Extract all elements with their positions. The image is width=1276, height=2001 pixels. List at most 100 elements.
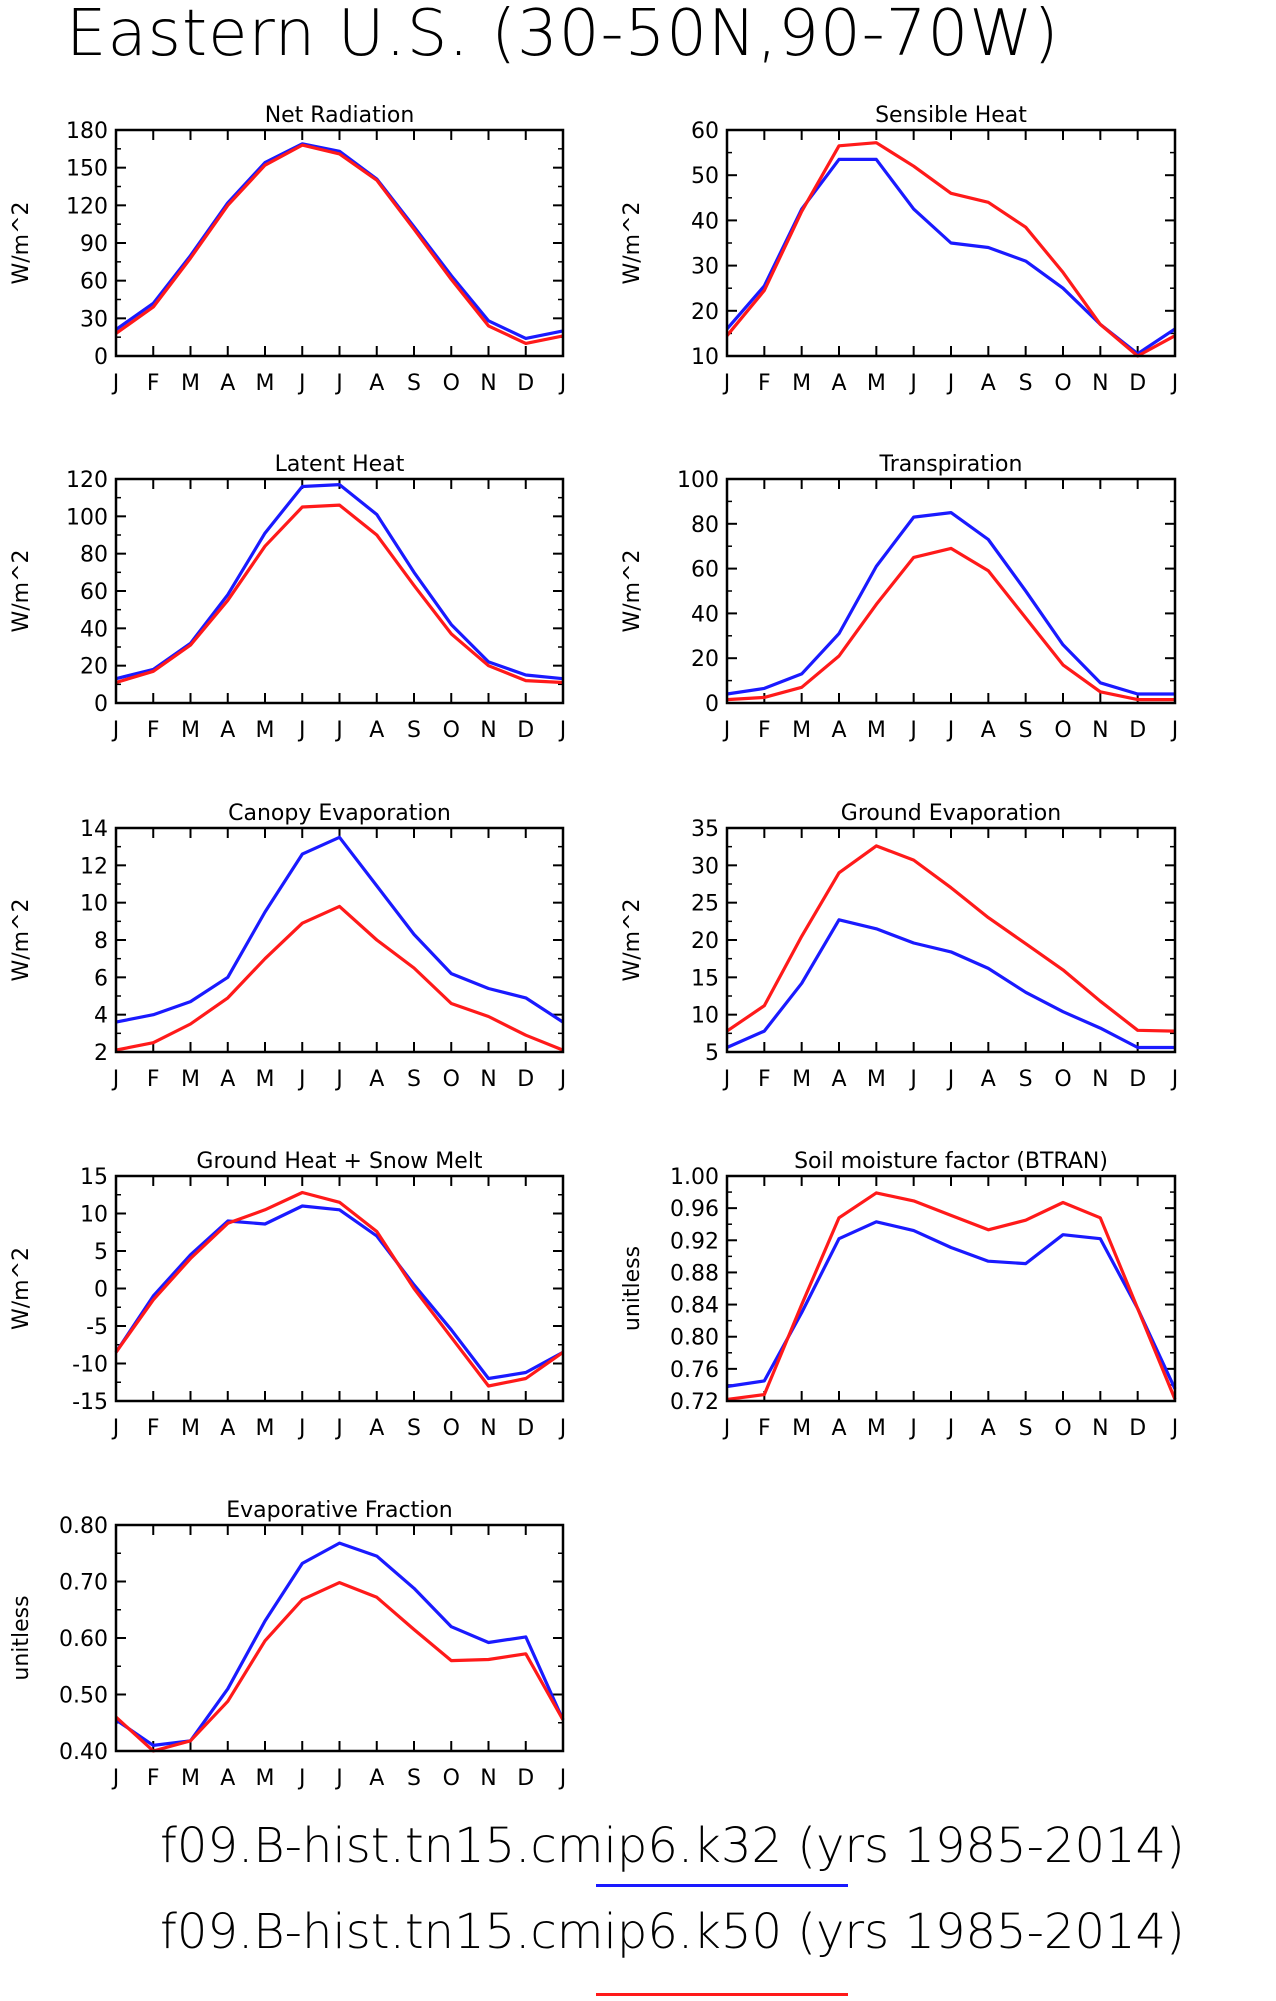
- x-tick-label: A: [220, 371, 235, 396]
- y-axis-label: W/m^2: [9, 898, 34, 981]
- series-line-k32: [114, 1204, 564, 1381]
- x-tick-label: F: [758, 371, 771, 396]
- x-tick-label: S: [407, 718, 421, 743]
- x-tick-label: F: [147, 718, 160, 743]
- y-tick-label: -10: [72, 1353, 108, 1378]
- y-axis-label: W/m^2: [620, 898, 645, 981]
- x-tick-label: M: [256, 718, 275, 743]
- x-tick-label: S: [407, 371, 421, 396]
- x-tick-label: M: [867, 371, 886, 396]
- series-line-k32: [726, 918, 1175, 1050]
- y-tick-label: 0.80: [59, 1514, 108, 1539]
- x-tick-label: J: [297, 1416, 306, 1441]
- x-tick-label: A: [369, 1416, 384, 1441]
- y-tick-label: 0.50: [59, 1684, 108, 1709]
- x-tick-label: J: [111, 1766, 120, 1791]
- y-tick-label: 30: [80, 307, 108, 332]
- x-tick-label: D: [517, 371, 534, 396]
- x-tick-label: M: [181, 718, 200, 743]
- x-tick-label: J: [1170, 1067, 1179, 1092]
- y-tick-label: 15: [80, 1165, 108, 1190]
- y-tick-label: 120: [66, 194, 108, 219]
- x-tick-label: J: [946, 718, 955, 743]
- x-tick-label: D: [517, 1067, 534, 1092]
- y-tick-label: 60: [80, 270, 108, 295]
- x-tick-label: N: [480, 718, 496, 743]
- y-axis-label: unitless: [9, 1595, 34, 1680]
- chart-title: Soil moisture factor (BTRAN): [794, 1149, 1108, 1174]
- y-tick-label: 40: [691, 602, 719, 627]
- y-tick-label: 10: [80, 892, 108, 917]
- chart-ground-heat-snow-melt: Ground Heat + Snow Melt W/m^2 -15 -10 -5 0 5 10…: [9, 1149, 566, 1441]
- y-tick-label: 1.00: [670, 1165, 719, 1190]
- x-tick-label: J: [1170, 371, 1179, 396]
- y-tick-label: 180: [66, 119, 108, 144]
- x-tick-label: M: [181, 371, 200, 396]
- y-tick-label: 14: [80, 817, 108, 842]
- series-line-k50: [726, 1191, 1177, 1401]
- series-line-k32: [115, 142, 564, 340]
- x-tick-label: D: [1129, 1416, 1146, 1441]
- y-tick-label: 0.40: [59, 1740, 108, 1765]
- x-tick-label: O: [1054, 718, 1071, 743]
- x-tick-label: M: [792, 371, 811, 396]
- x-tick-label: J: [297, 1766, 306, 1791]
- x-tick-label: J: [558, 1766, 567, 1791]
- x-tick-label: J: [558, 718, 567, 743]
- x-tick-label: S: [1019, 1067, 1033, 1092]
- x-tick-label: J: [908, 718, 917, 743]
- x-tick-label: N: [480, 371, 496, 396]
- chart-title: Ground Evaporation: [841, 801, 1061, 826]
- x-tick-label: J: [558, 371, 567, 396]
- y-tick-label: 30: [691, 854, 719, 879]
- y-tick-label: 30: [691, 255, 719, 280]
- y-tick-label: 0.72: [670, 1390, 719, 1415]
- plot-frame: [114, 477, 565, 705]
- y-tick-label: 0.76: [670, 1358, 719, 1383]
- x-tick-label: N: [1092, 371, 1108, 396]
- y-tick-label: 0.60: [59, 1627, 108, 1652]
- y-tick-label: 15: [691, 966, 719, 991]
- x-tick-label: O: [443, 718, 460, 743]
- y-axis-label: W/m^2: [9, 201, 34, 284]
- y-tick-label: 80: [691, 513, 719, 538]
- x-tick-label: M: [792, 718, 811, 743]
- x-tick-label: J: [946, 371, 955, 396]
- y-tick-label: 0.88: [670, 1261, 719, 1286]
- x-tick-label: D: [517, 718, 534, 743]
- series-line-k32: [115, 835, 564, 1024]
- chart-title: Sensible Heat: [875, 103, 1027, 128]
- series-line-k50: [726, 844, 1176, 1033]
- x-tick-label: J: [722, 1416, 731, 1441]
- plot-frame: [114, 128, 565, 358]
- x-tick-label: J: [111, 1067, 120, 1092]
- y-tick-label: 10: [691, 345, 719, 370]
- x-tick-label: N: [1092, 1067, 1108, 1092]
- plot-frame: [725, 477, 1177, 705]
- y-tick-label: 12: [80, 854, 108, 879]
- series-line-k32: [115, 1541, 565, 1748]
- x-tick-label: A: [831, 371, 846, 396]
- x-tick-label: S: [407, 1416, 421, 1441]
- x-tick-label: A: [369, 371, 384, 396]
- x-tick-label: J: [1170, 718, 1179, 743]
- y-tick-label: 60: [691, 558, 719, 583]
- series-line-k50: [726, 546, 1175, 702]
- x-tick-label: S: [407, 1067, 421, 1092]
- series-line-k32: [726, 510, 1175, 696]
- x-tick-label: N: [480, 1067, 496, 1092]
- series-line-k50: [115, 904, 564, 1052]
- chart-title: Net Radiation: [265, 103, 415, 128]
- page-title: Eastern U.S. (30-50N,90-70W): [66, 0, 1060, 71]
- series-line-k50: [115, 503, 564, 685]
- y-axis-label: W/m^2: [9, 1247, 34, 1330]
- x-tick-label: M: [256, 1067, 275, 1092]
- x-tick-label: O: [443, 371, 460, 396]
- x-tick-label: S: [1019, 718, 1033, 743]
- x-tick-label: M: [867, 718, 886, 743]
- x-tick-label: A: [369, 718, 384, 743]
- y-tick-label: 100: [66, 505, 108, 530]
